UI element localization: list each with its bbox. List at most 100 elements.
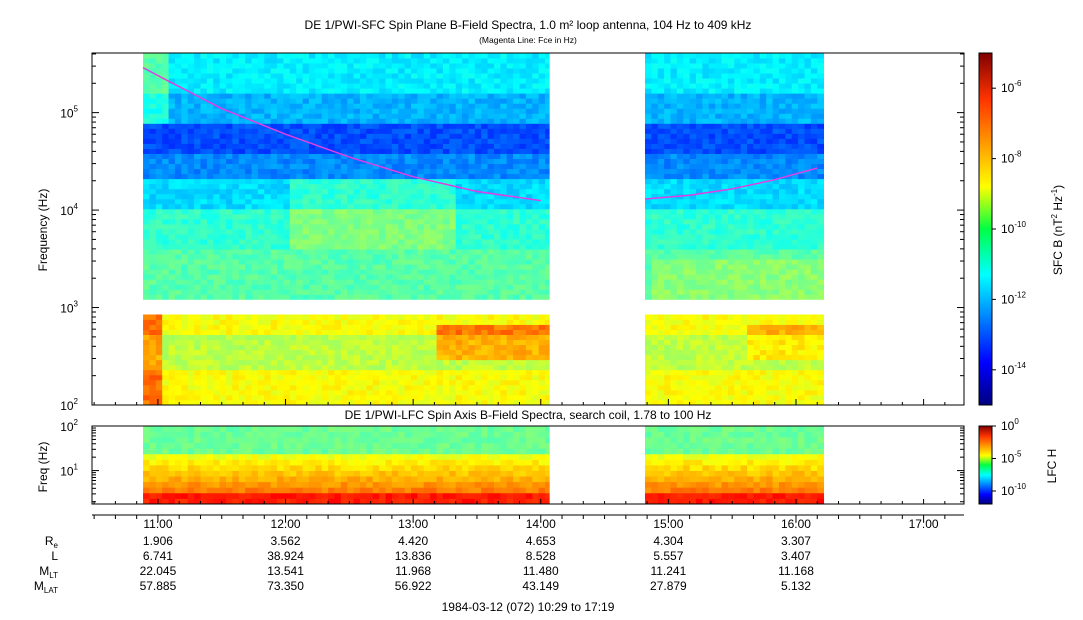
sfc-cell xyxy=(644,193,652,200)
sfc-cell xyxy=(385,78,393,84)
sfc-cell xyxy=(315,384,323,391)
sfc-cell xyxy=(404,153,412,159)
sfc-cell xyxy=(696,88,703,94)
sfc-cell xyxy=(545,374,550,381)
sfc-cell xyxy=(328,163,335,170)
sfc-cell xyxy=(359,223,367,230)
sfc-cell xyxy=(149,294,157,300)
sfc-cell xyxy=(245,68,252,74)
sfc-cell xyxy=(487,118,495,124)
sfc-cell xyxy=(455,218,463,225)
sfc-cell xyxy=(181,294,189,300)
sfc-cell xyxy=(532,369,540,376)
sfc-cell xyxy=(353,148,361,154)
sfc-cell xyxy=(676,354,684,361)
sfc-cell xyxy=(379,374,386,381)
sfc-cell xyxy=(257,334,265,341)
sfc-cell xyxy=(702,108,710,114)
sfc-cell xyxy=(359,384,367,391)
sfc-cell xyxy=(257,394,265,401)
sfc-cell xyxy=(277,319,284,325)
sfc-cell xyxy=(149,213,157,220)
sfc-cell xyxy=(398,133,406,139)
sfc-cell xyxy=(670,173,678,180)
sfc-cell xyxy=(651,384,659,391)
sfc-cell xyxy=(277,344,284,351)
sfc-cell xyxy=(417,274,425,280)
sfc-cell xyxy=(683,239,691,245)
sfc-cell xyxy=(366,203,374,210)
sfc-cell xyxy=(187,234,195,240)
sfc-cell xyxy=(657,229,665,235)
sfc-cell xyxy=(200,244,208,250)
sfc-cell xyxy=(411,118,418,124)
sfc-cell xyxy=(481,153,488,159)
sfc-cell xyxy=(500,294,508,300)
sfc-cell xyxy=(702,88,710,94)
sfc-cell xyxy=(398,128,406,134)
sfc-cell xyxy=(187,374,195,381)
sfc-cell xyxy=(683,319,691,325)
sfc-cell xyxy=(347,254,354,260)
sfc-cell xyxy=(513,364,520,371)
sfc-cell xyxy=(379,239,386,245)
sfc-cell xyxy=(676,218,684,225)
sfc-cell xyxy=(670,218,678,225)
sfc-cell xyxy=(308,223,316,230)
sfc-cell xyxy=(270,53,278,59)
sfc-cell xyxy=(321,178,329,185)
sfc-cell xyxy=(366,108,374,114)
sfc-cell xyxy=(251,98,259,104)
sfc-cell xyxy=(398,369,406,376)
sfc-cell xyxy=(455,73,463,79)
sfc-cell xyxy=(468,153,476,159)
sfc-cell xyxy=(657,213,665,220)
sfc-cell xyxy=(245,384,252,391)
sfc-cell xyxy=(455,173,463,180)
sfc-cell xyxy=(328,364,335,371)
sfc-cell xyxy=(277,289,284,295)
sfc-cell xyxy=(404,223,412,230)
sfc-cell xyxy=(423,329,431,335)
sfc-cell xyxy=(174,279,182,285)
sfc-cell xyxy=(468,83,476,89)
sfc-cell xyxy=(168,83,176,89)
sfc-cell xyxy=(174,218,182,225)
sfc-cell xyxy=(359,389,367,396)
sfc-cell xyxy=(487,384,495,391)
sfc-cell xyxy=(328,98,335,104)
sfc-cell xyxy=(251,118,259,124)
sfc-cell xyxy=(340,213,348,220)
sfc-cell xyxy=(519,399,527,406)
sfc-cell xyxy=(455,389,463,396)
sfc-cell xyxy=(545,88,550,94)
sfc-cell xyxy=(315,193,323,200)
sfc-cell xyxy=(194,188,201,195)
sfc-cell xyxy=(481,73,488,79)
sfc-cell xyxy=(455,399,463,406)
sfc-cell xyxy=(506,78,514,84)
sfc-cell xyxy=(404,103,412,109)
sfc-cell xyxy=(321,218,329,225)
sfc-cell xyxy=(449,58,457,64)
sfc-cell xyxy=(213,168,221,175)
sfc-cell xyxy=(500,334,508,341)
sfc-cell xyxy=(417,349,425,356)
sfc-cell xyxy=(468,244,476,250)
sfc-cell xyxy=(423,213,431,220)
sfc-cell xyxy=(430,229,437,235)
sfc-cell xyxy=(296,108,303,114)
sfc-cell xyxy=(670,314,678,320)
sfc-cell xyxy=(545,234,550,240)
sfc-cell xyxy=(328,369,335,376)
sfc-cell xyxy=(696,153,703,159)
sfc-cell xyxy=(143,173,150,180)
sfc-cell xyxy=(644,254,652,260)
sfc-cell xyxy=(238,384,246,391)
sfc-cell xyxy=(379,329,386,335)
sfc-cell xyxy=(430,173,437,180)
sfc-cell xyxy=(257,339,265,346)
sfc-cell xyxy=(532,88,540,94)
sfc-cell xyxy=(506,264,514,270)
sfc-cell xyxy=(149,254,157,260)
